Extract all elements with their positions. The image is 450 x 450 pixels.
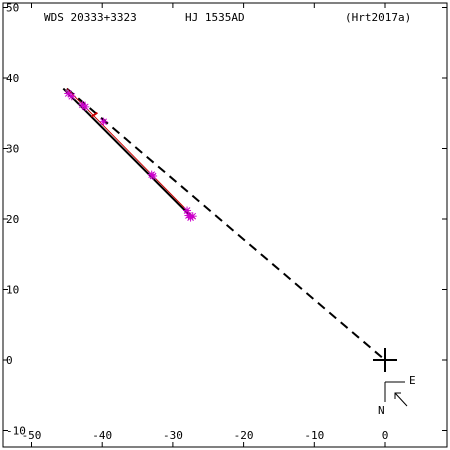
compass-north-label: N — [378, 404, 385, 417]
orbit-group — [62, 87, 196, 220]
axis-ticks: -50 -40 -30 -20 -10 0 -10 0 10 20 30 40 50 — [3, 2, 447, 447]
observations-group — [64, 89, 197, 222]
observation-point — [188, 212, 197, 221]
observation-stroke — [64, 90, 72, 97]
x-tick-label: -30 — [163, 429, 183, 442]
fit-line — [66, 88, 196, 220]
y-tick-label: -10 — [6, 425, 26, 438]
compass-arrowhead-icon — [394, 392, 401, 399]
compass-arrow-icon — [394, 392, 408, 407]
y-tick-label: 30 — [6, 143, 19, 156]
chart-title-left: WDS 20333+3323 — [44, 11, 137, 24]
x-tick-label: 0 — [382, 429, 389, 442]
observation-stroke — [187, 214, 194, 221]
chart-title-right: (Hrt2017a) — [345, 11, 411, 24]
dashed-line-group — [66, 87, 386, 361]
y-tick-label: 20 — [6, 213, 19, 226]
observation-point — [99, 117, 108, 126]
y-tick-label: 0 — [6, 354, 13, 367]
observation-stroke — [100, 118, 107, 126]
primary-star-group — [373, 348, 397, 372]
observation-point — [64, 89, 73, 98]
observation-stroke — [183, 207, 191, 214]
compass-east-label: E — [409, 374, 416, 387]
observation-point — [183, 206, 192, 215]
observation-point — [67, 92, 76, 101]
y-tick-label: 10 — [6, 284, 19, 297]
dashed-line — [66, 87, 386, 361]
observation-stroke — [149, 172, 157, 180]
x-tick-label: -10 — [304, 429, 324, 442]
observation-stroke — [79, 101, 86, 109]
x-tick-label: -50 — [22, 429, 42, 442]
observation-point — [186, 213, 195, 222]
observation-stroke — [81, 103, 89, 111]
compass: E N — [378, 374, 416, 417]
observation-point — [78, 100, 87, 109]
residual-tick — [90, 111, 98, 118]
chart-title-center: HJ 1535AD — [185, 11, 245, 24]
x-tick-label: -20 — [234, 429, 254, 442]
y-tick-label: 40 — [6, 72, 19, 85]
observation-point — [149, 171, 158, 180]
y-tick-label: 50 — [6, 2, 19, 15]
observation-point — [81, 102, 90, 111]
x-tick-label: -40 — [92, 429, 112, 442]
observation-stroke — [68, 92, 76, 100]
